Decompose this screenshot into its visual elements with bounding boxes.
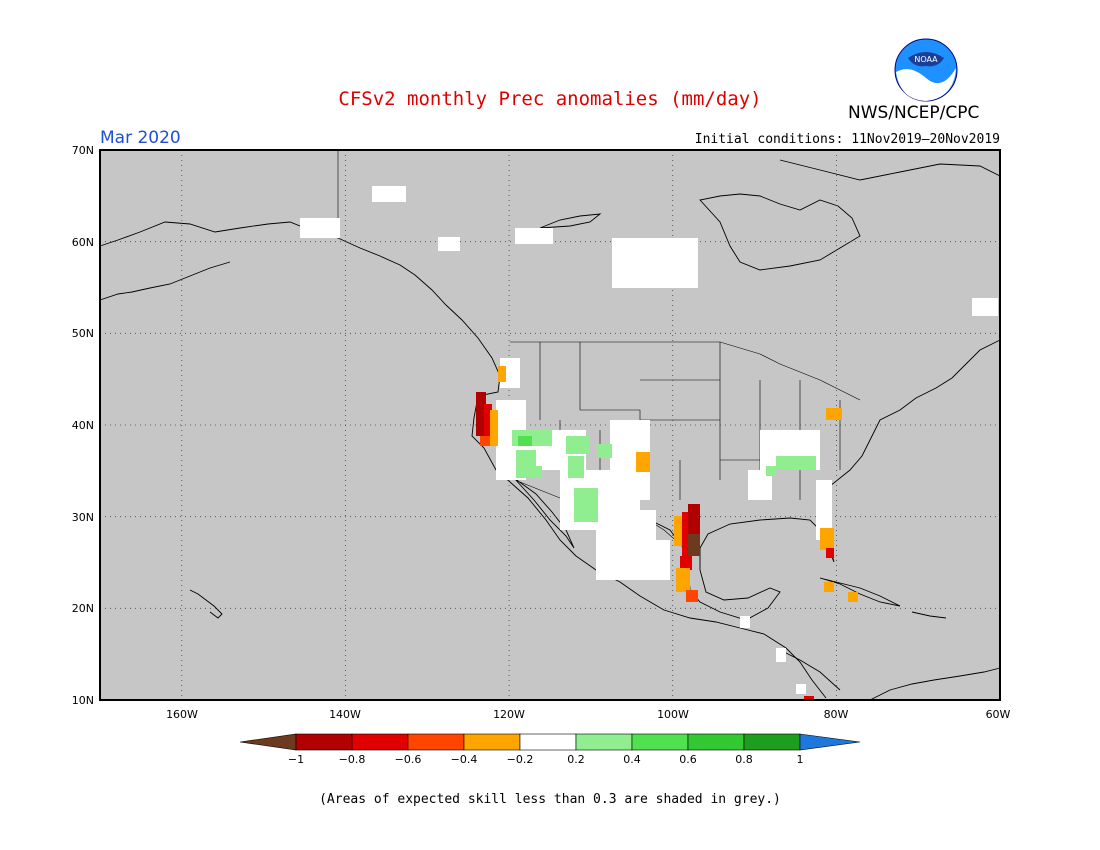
lat-axis-labels: 70N 60N 50N 40N 30N 20N 10N: [72, 144, 94, 707]
colorbar-label: −0.2: [507, 753, 534, 766]
noaa-logo-text: NOAA: [914, 55, 938, 64]
map-frame: [99, 149, 1001, 701]
colorbar-bin: [687, 733, 745, 751]
colorbar-bin: [351, 733, 409, 751]
colorbar-bin: [519, 733, 577, 751]
lon-label: 100W: [657, 708, 689, 721]
colorbar-high-arrow: [799, 733, 861, 751]
colorbar-label: −0.4: [451, 753, 478, 766]
skill-footnote: (Areas of expected skill less than 0.3 a…: [319, 792, 781, 807]
lat-label: 50N: [72, 327, 94, 340]
colorbar-label: 0.6: [679, 753, 697, 766]
colorbar-bin: [463, 733, 521, 751]
colorbar-label: 0.8: [735, 753, 753, 766]
lon-label: 80W: [824, 708, 849, 721]
colorbar-bin: [631, 733, 689, 751]
colorbar-label: 1: [797, 753, 804, 766]
colorbar-label: 0.2: [567, 753, 585, 766]
colorbar: −1 −0.8 −0.6 −0.4 −0.2 0.2 0.4 0.6 0.8 1: [239, 733, 861, 766]
noaa-logo: NOAA: [894, 38, 958, 102]
map-title: CFSv2 monthly Prec anomalies (mm/day): [338, 88, 762, 110]
lat-label: 30N: [72, 511, 94, 524]
agency-label: NWS/NCEP/CPC: [848, 103, 980, 123]
lat-label: 60N: [72, 236, 94, 249]
colorbar-bin: [295, 733, 353, 751]
colorbar-bin: [407, 733, 465, 751]
lat-label: 40N: [72, 419, 94, 432]
colorbar-low-arrow: [239, 733, 297, 751]
colorbar-label: −0.6: [395, 753, 422, 766]
lon-label: 140W: [329, 708, 361, 721]
colorbar-label: −0.8: [339, 753, 366, 766]
precip-map: 70N 60N 50N 40N 30N 20N 10N 160W 140W 12…: [72, 144, 1011, 766]
coastline-outline: [99, 159, 1001, 701]
initial-conditions: Initial conditions: 11Nov2019–20Nov2019: [694, 132, 1000, 147]
lon-label: 120W: [493, 708, 525, 721]
colorbar-bin: [575, 733, 633, 751]
lon-axis-labels: 160W 140W 120W 100W 80W 60W: [166, 708, 1010, 721]
colorbar-bin: [743, 733, 801, 751]
colorbar-label: 0.4: [623, 753, 641, 766]
lat-label: 70N: [72, 144, 94, 157]
lat-label: 20N: [72, 602, 94, 615]
lat-label: 10N: [72, 694, 94, 707]
lon-label: 160W: [166, 708, 198, 721]
anomaly-shading: [300, 186, 998, 700]
lon-label: 60W: [986, 708, 1011, 721]
colorbar-label: −1: [288, 753, 304, 766]
forecast-month: Mar 2020: [100, 128, 181, 148]
